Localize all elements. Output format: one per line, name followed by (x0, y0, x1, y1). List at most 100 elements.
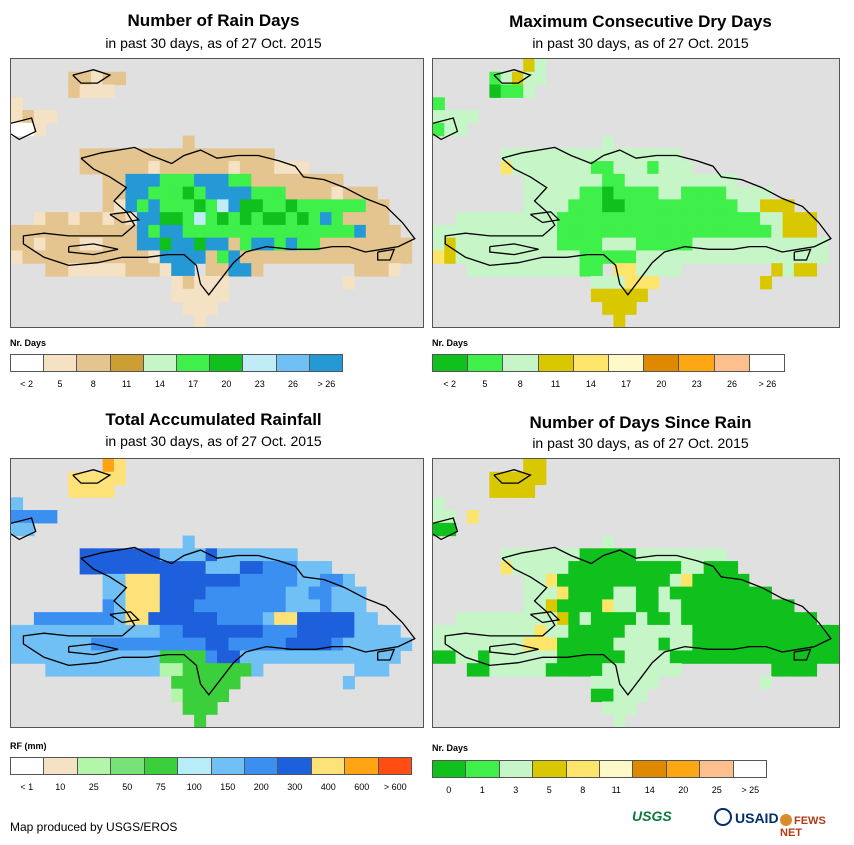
grid-cell (579, 586, 592, 600)
grid-cell (239, 586, 252, 600)
grid-cell (590, 173, 603, 188)
grid-cell (205, 586, 218, 600)
grid-cell (500, 484, 513, 498)
legend-tick-label: 20 (221, 379, 232, 389)
coastline (72, 69, 112, 84)
grid-cell (478, 224, 490, 239)
grid-cell (500, 161, 513, 175)
legend-ticks: < 2 5 8 11 14 17 20 23 26 > 26 (10, 379, 343, 391)
grid-cell (331, 650, 344, 664)
grid-cell (239, 612, 252, 626)
grid-cell (748, 650, 761, 664)
grid-cell (726, 624, 739, 639)
panel-subtitle: in past 30 days, as of 27 Oct. 2015 (532, 35, 749, 51)
grid-cell (308, 599, 321, 613)
grid-cell (274, 161, 287, 175)
grid-cell (45, 250, 58, 264)
grid-cell (114, 186, 127, 200)
grid-cell (91, 561, 104, 575)
grid-cell (624, 599, 637, 613)
grid-cell (125, 148, 138, 162)
grid-cell (545, 586, 558, 600)
grid-cell (91, 612, 104, 626)
coastline (68, 243, 119, 256)
grid-cell (239, 624, 252, 639)
panel-title: Maximum Consecutive Dry Days (509, 12, 772, 31)
grid-cell (669, 199, 682, 213)
grid-cell (500, 612, 513, 626)
grid-cell (771, 250, 784, 264)
grid-cell (45, 663, 58, 677)
grid-cell (760, 237, 772, 252)
grid-cell (714, 586, 727, 600)
grid-cell (125, 263, 138, 277)
grid-cell (444, 224, 457, 239)
grid-cell (714, 624, 727, 639)
grid-cell (68, 663, 81, 677)
grid-cell (205, 199, 218, 213)
grid-cell (557, 148, 569, 162)
grid-cell (388, 224, 401, 239)
grid-cell (354, 663, 367, 677)
grid-cell (33, 510, 46, 524)
grid-cell (613, 688, 626, 703)
grid-cell (125, 173, 138, 188)
grid-cell (125, 224, 138, 239)
grid-cell (692, 199, 705, 213)
grid-cell (217, 288, 230, 303)
grid-cell (79, 471, 92, 486)
grid-cell (217, 148, 230, 162)
grid-cell (579, 212, 592, 226)
grid-cell (205, 650, 218, 664)
grid-cell (726, 199, 739, 213)
grid-cell (624, 650, 637, 664)
grid-cell (590, 212, 603, 226)
grid-cell (114, 459, 127, 473)
grid-cell (534, 71, 547, 86)
grid-cell (182, 701, 195, 715)
grid-cell (669, 224, 682, 239)
grid-cell (669, 212, 682, 226)
grid-cell (239, 663, 252, 677)
grid-cell (354, 224, 367, 239)
grid-cell (590, 586, 603, 600)
grid-cell (590, 624, 603, 639)
grid-cell (782, 624, 795, 639)
legend-swatch (144, 758, 179, 774)
grid-cell (692, 548, 705, 562)
grid-cell (624, 561, 637, 575)
grid-cell (45, 224, 58, 239)
grid-cell (228, 212, 241, 226)
grid-cell (782, 599, 795, 613)
grid-cell (159, 548, 172, 562)
grid-cell (148, 212, 161, 226)
fews-globe-icon (780, 814, 792, 826)
legend-tick-label: 200 (253, 782, 269, 792)
grid-cell (182, 148, 195, 162)
grid-cell (159, 586, 172, 600)
grid-cell (489, 224, 502, 239)
grid-cell (523, 250, 536, 264)
grid-cell (239, 263, 252, 277)
grid-cell (647, 663, 660, 677)
grid-cell (11, 637, 24, 652)
grid-cell (285, 186, 298, 200)
grid-cell (365, 237, 378, 252)
grid-cell (624, 224, 637, 239)
grid-cell (342, 599, 355, 613)
grid-cell (557, 548, 569, 562)
legend-swatch (700, 761, 734, 777)
panel-subtitle: in past 30 days, as of 27 Oct. 2015 (105, 433, 322, 449)
legend-swatch (77, 355, 111, 371)
grid-cell (534, 612, 547, 626)
grid-cell (102, 199, 115, 213)
grid-cell (557, 199, 569, 213)
grid-cell (579, 173, 592, 188)
grid-cell (136, 548, 149, 562)
grid-cell (285, 586, 298, 600)
legend-tick-label: 8 (517, 379, 523, 389)
grid-cell (171, 573, 184, 588)
legend-swatch (644, 355, 680, 371)
grid-cell (159, 624, 172, 639)
grid-cell (433, 650, 445, 664)
